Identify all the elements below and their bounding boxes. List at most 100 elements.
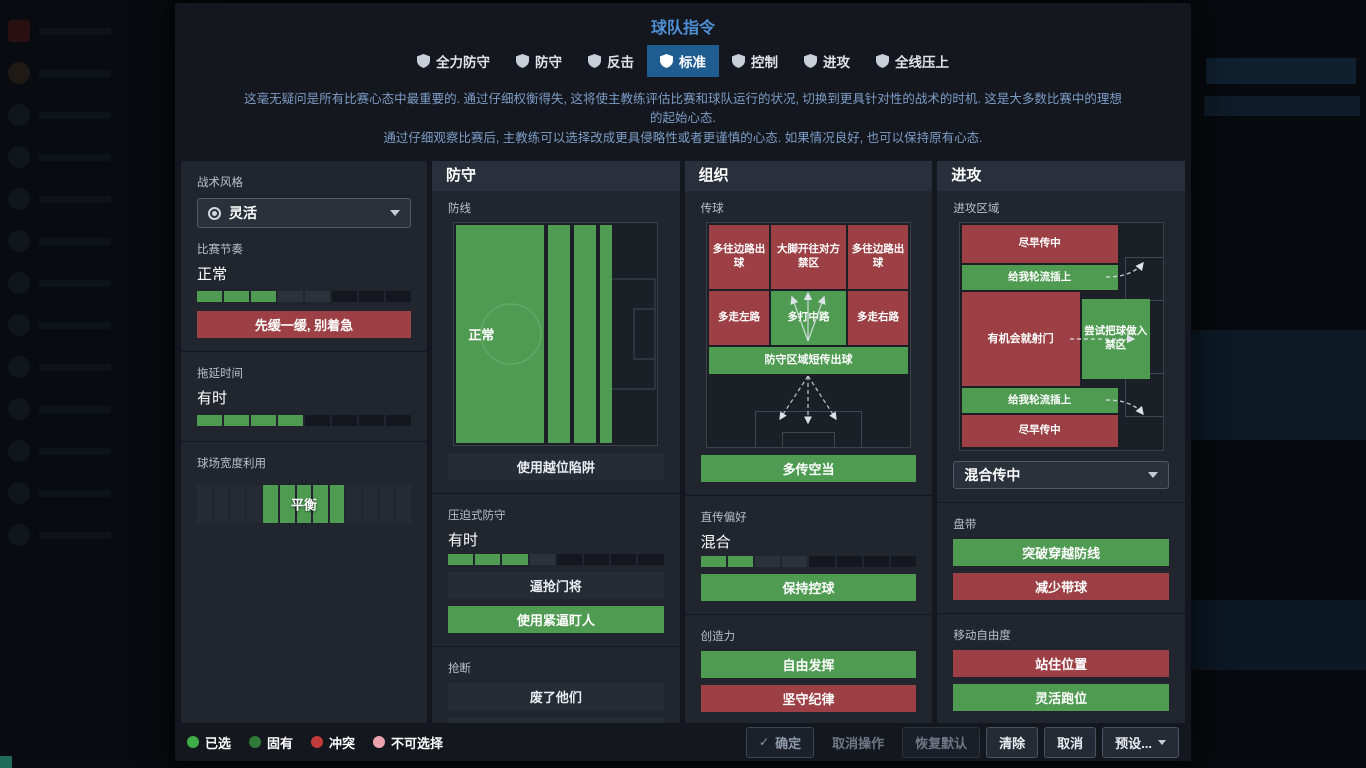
- retain-possession-button[interactable]: 保持控球: [700, 574, 917, 602]
- crossing-dropdown[interactable]: 混合传中: [953, 461, 1170, 490]
- zone-long-ball: 大脚开往对方禁区: [771, 225, 846, 290]
- pitch-width-widget: 平衡: [197, 485, 411, 524]
- defense-header: 防守: [432, 161, 680, 192]
- expressive-button[interactable]: 自由发挥: [700, 651, 917, 679]
- tempo-value: 正常: [197, 266, 228, 284]
- tab-label: 标准: [679, 55, 706, 70]
- clear-button[interactable]: 清除: [986, 726, 1039, 758]
- confirm-label: 确定: [775, 735, 802, 751]
- inherent-dot-icon: [249, 736, 262, 748]
- confirm-button[interactable]: ✓ 确定: [746, 726, 815, 758]
- divider: [181, 441, 427, 443]
- dimmed-sidebar-item: [8, 230, 168, 252]
- unavailable-dot-icon: [373, 736, 386, 748]
- attack-header: 进攻: [937, 161, 1186, 192]
- mentality-description: 这毫无疑问是所有比赛心态中最重要的. 通过仔细权衡得失, 这将使主教练评估比赛和…: [243, 90, 1123, 161]
- legend-label: 固有: [267, 735, 294, 751]
- selected-dot-icon: [187, 736, 199, 748]
- tab-control[interactable]: 控制: [719, 45, 791, 77]
- counter-shield-icon: [588, 54, 601, 68]
- divider: [937, 502, 1186, 504]
- defensive-line-label: 防线: [448, 203, 471, 216]
- defensive-line-graphic: 正常: [453, 222, 659, 447]
- disciplined-button[interactable]: 坚守纪律: [700, 685, 917, 713]
- standard-shield-icon: [660, 54, 673, 68]
- legend-label: 冲突: [329, 735, 356, 751]
- easy-tackling-button[interactable]: 动作不要太大: [448, 717, 664, 723]
- footer-actions: ✓ 确定 取消操作 恢复默认 清除 取消 预设...: [746, 726, 1179, 758]
- dimmed-sidebar-item: [8, 104, 168, 126]
- dimmed-sidebar-item: [8, 314, 168, 336]
- attacking-shield-icon: [804, 54, 817, 68]
- dialog-body: 战术风格 灵活 比赛节奏 正常 先缓一缓, 别着急 拖延时间 有时 球场宽: [175, 161, 1191, 723]
- organization-column: 组织 传球 多往边路出球 大脚开往对方禁区 多往边路出球 多走左路 多打中路 多…: [684, 161, 933, 723]
- pressing-label: 压迫式防守: [448, 510, 506, 523]
- zone-work-ball-into-box: 尝试把球做入禁区: [1081, 299, 1150, 380]
- tab-standard[interactable]: 标准: [647, 45, 719, 77]
- undo-button[interactable]: 取消操作: [820, 728, 896, 757]
- legend-unavailable: 不可选择: [373, 733, 443, 752]
- dimmed-sidebar-item: [8, 188, 168, 210]
- divider: [937, 613, 1186, 615]
- pass-into-space-button[interactable]: 多传空当: [700, 455, 917, 483]
- tab-label: 反击: [607, 55, 634, 70]
- hard-tackling-button[interactable]: 废了他们: [448, 683, 664, 711]
- pressing-value: 有时: [448, 532, 479, 550]
- organization-header: 组织: [684, 161, 933, 192]
- cancel-button[interactable]: 取消: [1044, 726, 1097, 758]
- tab-defensive[interactable]: 防守: [503, 45, 575, 77]
- tempo-bar: [197, 291, 411, 303]
- tactical-style-dropdown[interactable]: 灵活: [197, 198, 411, 229]
- close-down-keeper-button[interactable]: 逼抢门将: [448, 572, 664, 600]
- legend: 已选 固有 冲突 不可选择: [187, 733, 443, 752]
- offside-trap-button[interactable]: 使用越位陷阱: [448, 453, 664, 481]
- control-shield-icon: [732, 54, 745, 68]
- creativity-label: 创造力: [700, 631, 736, 644]
- tab-label: 控制: [751, 55, 778, 70]
- time-wasting-bar: [197, 415, 411, 427]
- defensive-line-value: 正常: [468, 327, 495, 343]
- directness-value: 混合: [700, 534, 731, 552]
- tempo-label: 比赛节奏: [197, 244, 243, 257]
- presets-button[interactable]: 预设...: [1102, 726, 1179, 758]
- dribble-less-button[interactable]: 减少带球: [953, 573, 1170, 601]
- tab-very-defensive[interactable]: 全力防守: [404, 45, 503, 77]
- tactical-style-value: 灵活: [229, 205, 257, 222]
- restore-defaults-button[interactable]: 恢复默认: [902, 726, 981, 758]
- goal-area-lines: [782, 432, 835, 448]
- dimmed-sidebar-item: [8, 146, 168, 168]
- attack-column: 进攻 进攻区域 尽早传中 给我轮流插上 有机会就射门 尝试把球做入禁区 给我轮流…: [937, 161, 1186, 723]
- tab-overload[interactable]: 全线压上: [863, 45, 962, 77]
- passing-zones-graphic: 多往边路出球 大脚开往对方禁区 多往边路出球 多走左路 多打中路 多走右路 防守…: [706, 222, 911, 449]
- zone-right-channel: 多走右路: [848, 291, 908, 346]
- zone-cross-early-right: 尽早传中: [961, 415, 1118, 448]
- overload-shield-icon: [876, 54, 889, 68]
- legend-conflict: 冲突: [311, 733, 355, 752]
- directness-label: 直传偏好: [700, 512, 747, 525]
- man-marking-button[interactable]: 使用紧逼盯人: [448, 606, 664, 634]
- zone-left-channel: 多走左路: [709, 291, 769, 346]
- chevron-down-icon: [1148, 472, 1159, 479]
- description-line-2: 通过仔细观察比赛后, 主教练可以选择改成更具侵略性或者更谨慎的心态. 如果情况良…: [383, 130, 983, 145]
- chevron-down-icon: [390, 210, 400, 217]
- run-at-defence-button[interactable]: 突破穿越防线: [953, 539, 1170, 567]
- zone-overlap-right: 给我轮流插上: [961, 388, 1118, 414]
- defensive-line-pitch: [454, 223, 658, 446]
- pressing-bar: [448, 554, 664, 566]
- dialog-header: 球队指令 全力防守 防守 反击 标准: [175, 3, 1191, 161]
- stick-to-positions-button[interactable]: 站住位置: [953, 650, 1170, 678]
- time-wasting-value: 有时: [197, 390, 228, 408]
- dimmed-sidebar-item: [8, 440, 168, 462]
- dimmed-sidebar-item: [8, 272, 168, 294]
- roam-from-positions-button[interactable]: 灵活跑位: [953, 684, 1170, 712]
- tactical-style-label: 战术风格: [197, 177, 243, 190]
- zone-through-middle: 多打中路: [771, 291, 846, 346]
- conflict-dot-icon: [311, 736, 324, 748]
- width-label: 球场宽度利用: [197, 458, 266, 471]
- lower-tempo-button[interactable]: 先缓一缓, 别着急: [197, 311, 411, 339]
- defense-column: 防守 防线 正常: [432, 161, 680, 723]
- passing-label: 传球: [700, 203, 724, 216]
- tab-attacking[interactable]: 进攻: [791, 45, 863, 77]
- divider: [684, 495, 933, 497]
- tab-counter[interactable]: 反击: [575, 45, 647, 77]
